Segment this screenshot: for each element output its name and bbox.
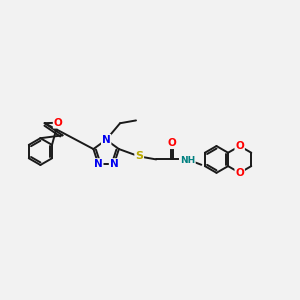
Text: N: N	[110, 159, 118, 169]
Text: NH: NH	[180, 156, 195, 165]
Text: S: S	[135, 152, 143, 161]
Text: O: O	[54, 118, 62, 128]
Text: O: O	[235, 168, 244, 178]
Text: N: N	[94, 159, 103, 169]
Text: O: O	[167, 138, 176, 148]
Text: N: N	[102, 135, 110, 145]
Text: O: O	[235, 141, 244, 151]
